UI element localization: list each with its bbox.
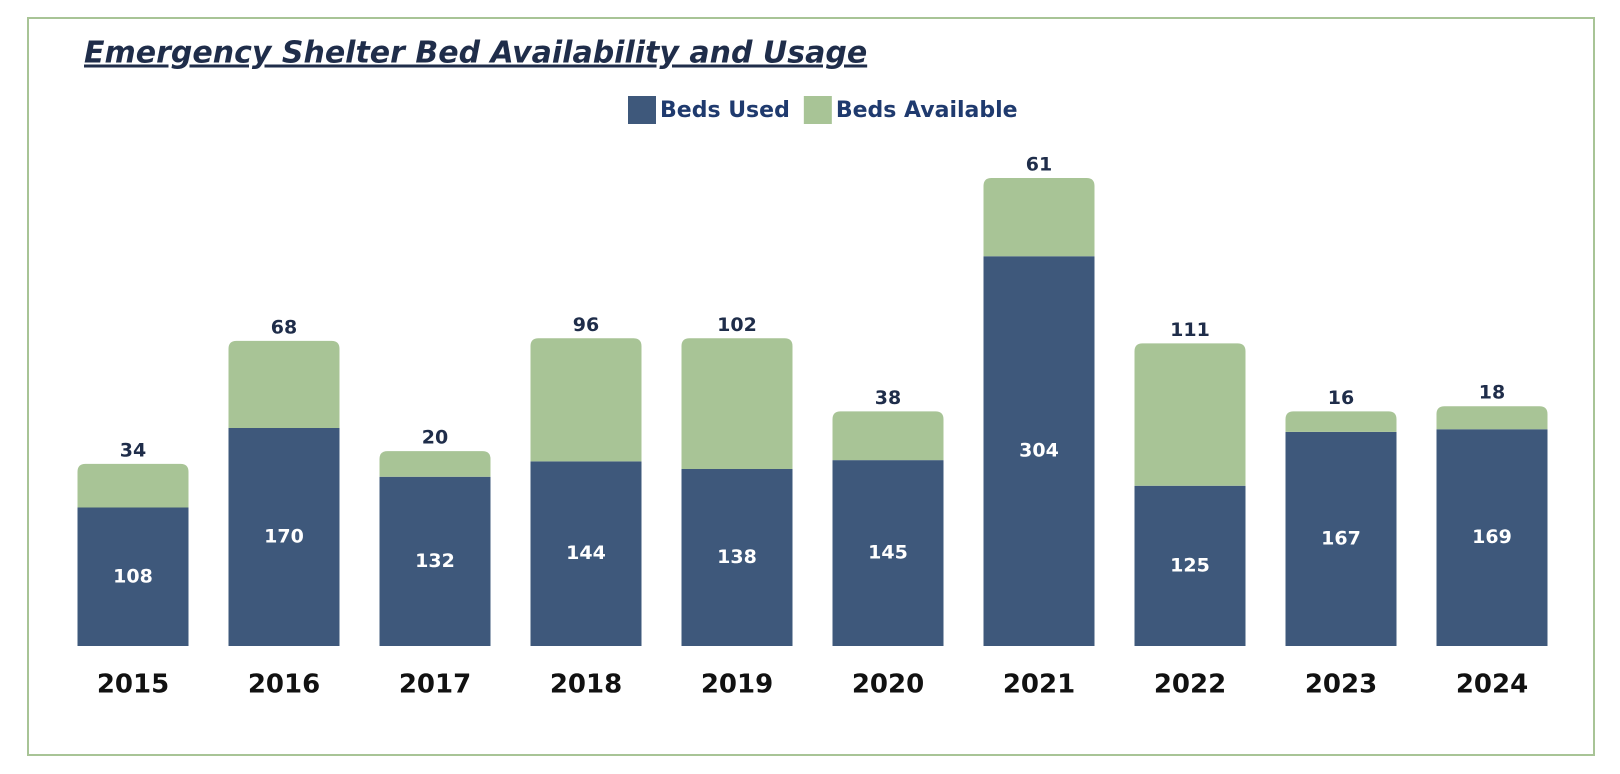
x-tick-label: 2021 [1003, 670, 1075, 700]
data-label: 102 [717, 314, 757, 336]
data-label: 18 [1479, 382, 1505, 404]
data-label: 111 [1170, 319, 1210, 341]
data-label: 132 [415, 550, 455, 572]
data-label: 108 [113, 565, 153, 587]
data-label: 125 [1170, 554, 1210, 576]
data-label: 138 [717, 546, 757, 568]
bar-segment [1134, 485, 1246, 646]
data-label: 38 [875, 387, 901, 409]
x-tick-label: 2019 [701, 670, 773, 700]
data-label: 16 [1328, 387, 1354, 409]
x-tick-label: 2018 [550, 670, 622, 700]
legend-swatch [803, 96, 832, 124]
legend-swatch [628, 96, 656, 124]
bar-segment [77, 463, 189, 508]
x-tick-label: 2015 [97, 670, 169, 700]
data-label: 144 [566, 542, 606, 564]
bar-segment [379, 451, 491, 477]
x-tick-label: 2022 [1154, 670, 1226, 700]
bar-segment [681, 338, 793, 470]
bar-segment [832, 411, 944, 461]
x-tick-label: 2024 [1456, 670, 1528, 700]
x-tick-label: 2020 [852, 670, 924, 700]
x-tick-label: 2017 [399, 670, 471, 700]
bar-segment [1134, 343, 1246, 486]
bar-segment [681, 469, 793, 646]
bar-segment [77, 507, 189, 646]
x-tick-label: 2016 [248, 670, 320, 700]
bar-segment [530, 461, 642, 646]
x-tick-label: 2023 [1305, 670, 1377, 700]
data-label: 145 [868, 542, 908, 564]
data-label: 304 [1019, 440, 1059, 462]
data-label: 61 [1026, 154, 1052, 176]
chart-title: Emergency Shelter Bed Availability and U… [84, 36, 867, 71]
bar-segment [228, 428, 340, 646]
bar-segment [1436, 429, 1548, 646]
legend-label: Beds Used [660, 98, 790, 123]
bar-segment [832, 460, 944, 646]
bar-segment [983, 178, 1095, 257]
data-label: 169 [1472, 526, 1512, 548]
data-label: 20 [422, 427, 448, 449]
bar-segment [530, 338, 642, 462]
bar-segment [379, 476, 491, 646]
frame [27, 17, 1595, 756]
bar-segment [1436, 406, 1548, 430]
bar-segment [1285, 411, 1397, 432]
bar-segment [1285, 431, 1397, 646]
data-label: 96 [573, 314, 599, 336]
bar-segment [983, 256, 1095, 646]
data-label: 167 [1321, 527, 1361, 549]
data-label: 68 [271, 316, 297, 338]
data-label: 34 [120, 439, 146, 461]
data-label: 170 [264, 526, 304, 548]
bar-segment [228, 340, 340, 429]
legend-label: Beds Available [836, 98, 1018, 123]
